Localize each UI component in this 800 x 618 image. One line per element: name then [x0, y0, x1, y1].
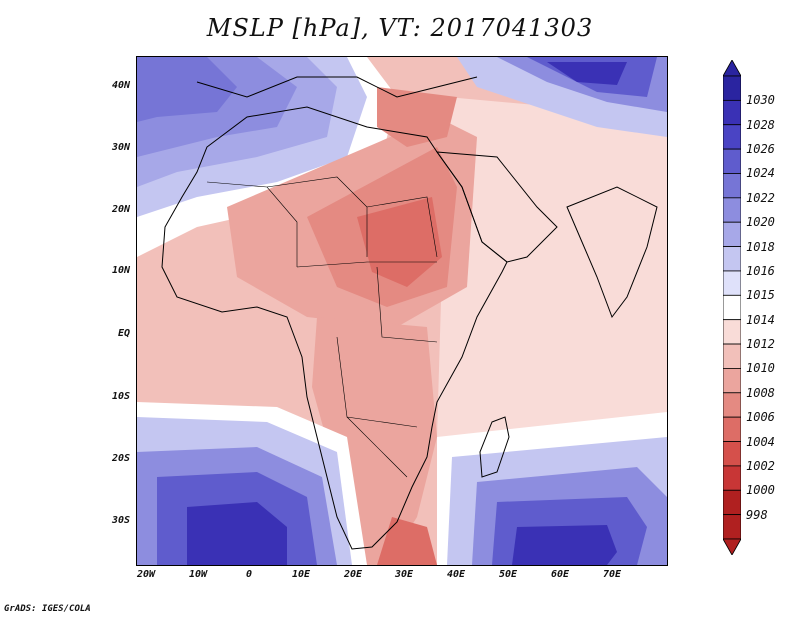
- colorbar-box: [723, 441, 741, 467]
- lat-label-10n: 10N: [111, 265, 130, 276]
- lat-label-20n: 20N: [111, 204, 130, 215]
- field-1028-sio: [512, 525, 617, 565]
- colorbar-boxes: [723, 60, 741, 555]
- lon-label-60e: 60E: [550, 569, 570, 580]
- lon-label-30e: 30E: [394, 569, 414, 580]
- europe-coastline: [196, 76, 478, 98]
- colorbar-box: [723, 124, 741, 150]
- lon-label-40e: 40E: [446, 569, 466, 580]
- lon-label-20e: 20E: [343, 569, 363, 580]
- colorbar-box: [723, 75, 741, 101]
- colorbar-box: [723, 465, 741, 491]
- colorbar-label: 1010: [746, 361, 775, 376]
- colorbar-label: 1028: [746, 117, 775, 132]
- arabia-coastline: [435, 151, 558, 263]
- coastlines: [161, 76, 658, 550]
- colorbar-box: [723, 368, 741, 394]
- colorbar-box: [723, 246, 741, 272]
- colorbar-box: [723, 148, 741, 174]
- india-coastline: [566, 186, 658, 319]
- colorbar-label: 1030: [746, 93, 775, 108]
- field-1012-east: [437, 97, 667, 437]
- madagascar-coastline: [479, 416, 510, 478]
- colorbar-box: [723, 392, 741, 418]
- colorbar-label: 1006: [746, 410, 775, 425]
- colorbar-box: [723, 319, 741, 345]
- colorbar-box: [723, 294, 741, 321]
- colorbar-box: [723, 197, 741, 223]
- colorbar-label: 1008: [746, 385, 775, 400]
- colorbar: [723, 60, 741, 555]
- field-1004-cape: [377, 517, 437, 565]
- lat-label-20s: 20S: [111, 453, 130, 464]
- lat-label-30s: 30S: [111, 515, 130, 526]
- lon-label-70e: 70E: [602, 569, 622, 580]
- field-1028-asia: [547, 62, 627, 85]
- colorbar-bottom-arrow: [723, 538, 741, 555]
- borders: [206, 176, 438, 478]
- colorbar-label: 1026: [746, 142, 775, 157]
- colorbar-top-arrow: [723, 60, 741, 77]
- lat-label-30n: 30N: [111, 142, 130, 153]
- field-1008-south: [312, 317, 437, 565]
- lat-label-10s: 10S: [111, 391, 130, 402]
- colorbar-label: 1024: [746, 166, 775, 181]
- colorbar-box: [723, 270, 741, 296]
- lat-label-40n: 40N: [111, 80, 130, 91]
- colorbar-box: [723, 416, 741, 442]
- colorbar-box: [723, 99, 741, 126]
- plot-title: MSLP [hPa], VT: 2017041303: [206, 14, 594, 42]
- colorbar-label: 1014: [746, 312, 775, 327]
- colorbar-label: 1012: [746, 337, 775, 352]
- colorbar-label: 1015: [746, 288, 775, 303]
- colorbar-box: [723, 221, 741, 247]
- colorbar-label: 998: [746, 507, 768, 522]
- lon-label-10w: 10W: [188, 569, 208, 580]
- colorbar-label: 1020: [746, 215, 775, 230]
- colorbar-label: 1004: [746, 434, 775, 449]
- field-1004-sudan: [357, 197, 442, 287]
- field-1028-satl: [187, 502, 287, 565]
- field-1022-north: [137, 57, 237, 122]
- colorbar-box: [723, 514, 741, 540]
- pressure-map: [136, 56, 668, 566]
- lon-label-50e: 50E: [498, 569, 518, 580]
- colorbar-label: 1002: [746, 458, 775, 473]
- colorbar-label: 1018: [746, 239, 775, 254]
- footer-credit: GrADS: IGES/COLA: [4, 604, 91, 614]
- lon-label-0: 0: [245, 569, 253, 580]
- colorbar-box: [723, 173, 741, 199]
- colorbar-label: 1022: [746, 190, 775, 205]
- colorbar-label: 1000: [746, 483, 775, 498]
- colorbar-label: 1016: [746, 263, 775, 278]
- lon-label-10e: 10E: [291, 569, 311, 580]
- lon-label-20w: 20W: [136, 569, 156, 580]
- lat-label-eq: EQ: [117, 328, 130, 339]
- colorbar-box: [723, 343, 741, 369]
- map-svg: [137, 57, 667, 565]
- colorbar-box: [723, 489, 741, 516]
